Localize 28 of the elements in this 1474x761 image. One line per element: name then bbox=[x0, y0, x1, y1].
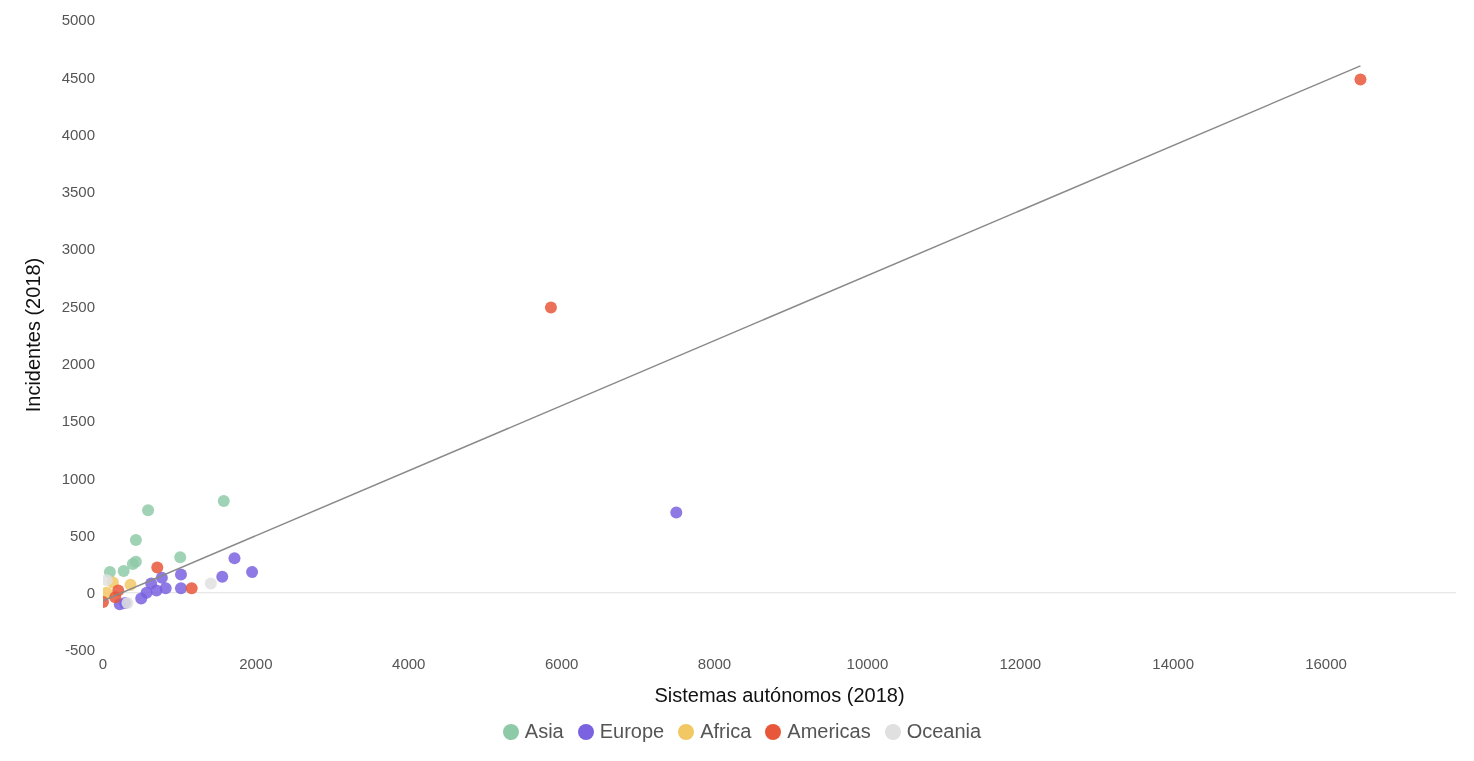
x-axis-title: Sistemas autónomos (2018) bbox=[654, 684, 905, 706]
x-tick-label: 0 bbox=[98, 654, 108, 672]
y-axis-title: Incidentes (2018) bbox=[22, 257, 45, 413]
legend-label: Asia bbox=[524, 720, 564, 743]
y-tick-label: 2500 bbox=[61, 297, 95, 315]
x-tick-label: 8000 bbox=[697, 654, 732, 672]
y-tick-label: 4500 bbox=[61, 68, 95, 86]
legend-label: Americas bbox=[787, 720, 871, 743]
x-tick-label: 10000 bbox=[846, 654, 889, 672]
legend-label: Africa bbox=[700, 720, 752, 743]
x-tick-label: 4000 bbox=[392, 654, 426, 672]
y-tick-label: 1000 bbox=[61, 469, 95, 487]
y-tick-label: 3000 bbox=[61, 240, 95, 258]
x-tick-label: 12000 bbox=[999, 654, 1042, 672]
x-tick-label: 6000 bbox=[544, 654, 579, 672]
legend-label: Europe bbox=[599, 720, 665, 743]
y-tick-label: 500 bbox=[69, 526, 95, 544]
y-tick-label: -500 bbox=[64, 641, 95, 659]
y-tick-label: 0 bbox=[86, 584, 95, 602]
x-tick-label: 14000 bbox=[1152, 654, 1195, 672]
x-tick-label: 2000 bbox=[239, 654, 273, 672]
y-tick-label: 5000 bbox=[61, 11, 95, 29]
y-tick-label: 3500 bbox=[61, 183, 95, 201]
y-tick-label: 1500 bbox=[61, 412, 95, 430]
y-tick-label: 4000 bbox=[61, 125, 95, 143]
y-tick-label: 2000 bbox=[61, 354, 95, 372]
x-tick-label: 16000 bbox=[1305, 654, 1347, 672]
legend-label: Oceania bbox=[906, 720, 982, 743]
